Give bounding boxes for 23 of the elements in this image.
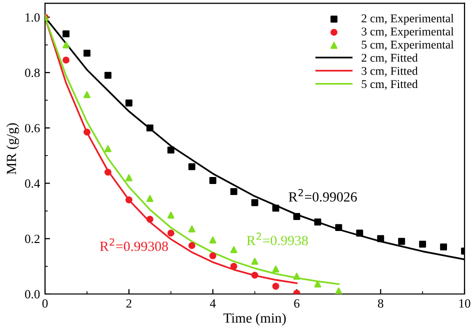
y-tick-label: 0.0	[25, 290, 40, 299]
legend-label: 2 cm, Experimental	[362, 14, 454, 25]
x-tick-label: 0	[42, 299, 48, 308]
legend-label: 2 cm, Fitted	[362, 53, 418, 64]
x-tick-label: 4	[210, 299, 216, 308]
legend-label: 3 cm, Fitted	[362, 66, 418, 77]
annotation: R$^{2}$=0.99026	[288, 188, 357, 202]
y-tick-label: 0.8	[25, 68, 40, 78]
y-tick-label: 0.6	[25, 124, 40, 132]
x-tick-label: 2	[126, 299, 132, 308]
annotation: R$^{2}$=0.99308	[100, 238, 168, 252]
x-tick-label: 8	[378, 299, 384, 308]
y-tick-label: 1.0	[26, 13, 40, 22]
y-tick-label: 0.2	[25, 234, 40, 244]
x-tick-label: 10	[459, 299, 470, 308]
legend-label: 5 cm, Experimental	[362, 40, 454, 52]
x-axis-title: Time (min)	[223, 312, 286, 326]
y-tick-label: 0.4	[25, 179, 40, 188]
x-tick-label: 6	[294, 299, 300, 308]
annotation: R$^{2}$=0.9938	[246, 232, 308, 246]
legend-label: 5 cm, Fitted	[362, 80, 418, 90]
y-axis-title: MR (g/g)	[6, 123, 19, 174]
legend-label: 3 cm, Experimental	[362, 27, 454, 38]
